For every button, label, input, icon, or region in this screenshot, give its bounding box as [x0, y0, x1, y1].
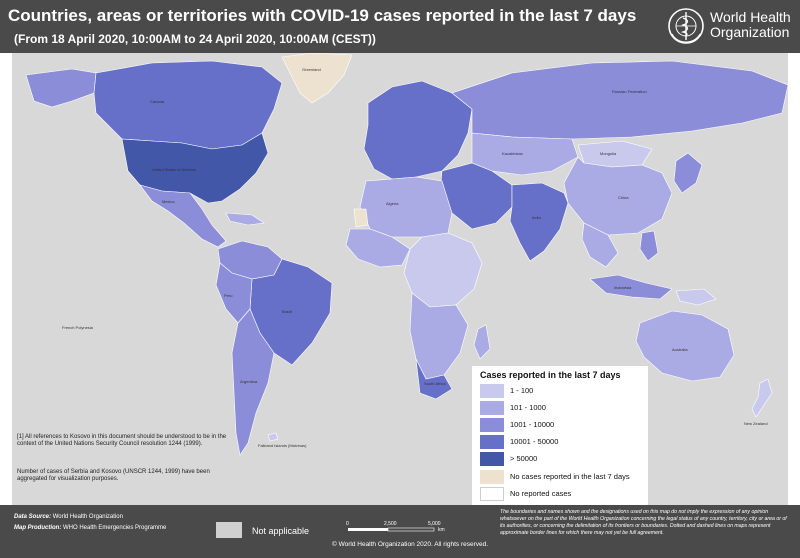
alaska-region	[25, 68, 97, 108]
label-canada: Canada	[150, 99, 165, 104]
europe-region	[363, 80, 473, 180]
label-russia: Russian Federation	[612, 89, 647, 94]
legend-swatch	[480, 418, 504, 432]
copyright-notice: © World Health Organization 2020. All ri…	[332, 541, 489, 548]
data-source-key: Data Source:	[14, 514, 52, 520]
legend-title: Cases reported in the last 7 days	[480, 370, 621, 380]
mexico-region	[139, 184, 227, 248]
map-subtitle: (From 18 April 2020, 10:00AM to 24 April…	[14, 32, 376, 46]
central-asia-region	[471, 132, 579, 176]
russia-region	[451, 60, 788, 140]
legend-label: 1001 - 10000	[510, 420, 555, 429]
legend-item-1-100: 1 - 100	[480, 384, 646, 398]
footer-bar: Data Source: World Health Organization M…	[0, 505, 800, 558]
philippines-region	[639, 230, 659, 262]
label-china: China	[618, 195, 629, 200]
legend-label: 101 - 1000	[510, 403, 546, 412]
central-africa-region	[403, 232, 483, 308]
legend-label: 10001 - 50000	[510, 437, 559, 446]
canada-region	[93, 60, 283, 150]
serbia-note: Number of cases of Serbia and Kosovo (UN…	[17, 469, 210, 482]
who-emblem-icon	[668, 8, 704, 44]
greenland-region	[281, 53, 353, 104]
not-applicable-label: Not applicable	[252, 526, 310, 536]
header-bar: Countries, areas or territories with COV…	[0, 0, 800, 53]
legend-label: 1 - 100	[510, 386, 534, 395]
label-mexico: Mexico	[162, 199, 175, 204]
org-name-line2: Organization	[710, 24, 790, 40]
southern-africa-region	[409, 292, 469, 380]
not-applicable-swatch	[216, 522, 242, 538]
label-south-africa: South Africa	[424, 381, 446, 386]
legend-item-10001-50000: 10001 - 50000	[480, 435, 646, 449]
legend-label: No cases reported in the last 7 days	[510, 472, 630, 481]
west-africa-region	[345, 228, 411, 268]
legend-item-no-reported-cases: No reported cases	[480, 487, 646, 501]
southern-cone-region	[231, 308, 275, 456]
label-australia: Australia	[672, 347, 688, 352]
legend-item-1001-10000: 1001 - 10000	[480, 418, 646, 432]
label-india: India	[532, 215, 541, 220]
scale-unit: km	[438, 527, 445, 533]
map-production: Map Production: WHO Health Emergencies P…	[14, 525, 166, 531]
label-french-polynesia: French Polynesia	[62, 325, 94, 330]
label-indonesia: Indonesia	[614, 285, 632, 290]
caribbean-region	[225, 212, 265, 226]
southeast-asia-region	[581, 222, 619, 268]
western-sahara-region	[353, 208, 369, 228]
north-africa-region	[359, 176, 453, 238]
scale-label-1: 2,500	[384, 521, 397, 527]
scale-label-2: 5,000	[428, 521, 441, 527]
kosovo-note: [1] All references to Kosovo in this doc…	[17, 434, 227, 447]
indonesia-region	[589, 274, 673, 300]
south-africa-region	[415, 358, 453, 400]
australia-region	[635, 310, 735, 382]
japan-region	[673, 152, 703, 194]
label-kazakhstan: Kazakhstan	[502, 151, 523, 156]
map-legend: Cases reported in the last 7 days 1 - 10…	[472, 366, 648, 506]
legend-swatch	[480, 401, 504, 415]
scale-bar: 0 2,500 5,000 km	[346, 521, 445, 533]
disclaimer-text: The boundaries and names shown and the d…	[500, 509, 787, 536]
papua-region	[675, 288, 717, 306]
data-source-value: World Health Organization	[52, 514, 123, 520]
legend-swatch	[480, 470, 504, 484]
legend-item-101-1000: 101 - 1000	[480, 401, 646, 415]
label-new-zealand: New Zealand	[744, 421, 768, 426]
label-algeria: Algeria	[386, 201, 399, 206]
legend-item-no-recent-cases: No cases reported in the last 7 days	[480, 470, 646, 484]
legend-label: > 50000	[510, 454, 538, 463]
india-region	[509, 182, 569, 262]
map-title: Countries, areas or territories with COV…	[8, 6, 637, 25]
org-name-line1: World Health	[710, 9, 791, 25]
legend-swatch	[480, 487, 504, 501]
map-production-key: Map Production:	[14, 525, 62, 531]
new-zealand-region	[751, 378, 773, 418]
label-mongolia: Mongolia	[600, 151, 617, 156]
world-map-svg: United States of America Canada Brazil R…	[25, 53, 788, 456]
scale-label-0: 0	[346, 521, 349, 527]
label-brazil: Brazil	[282, 309, 292, 314]
legend-swatch	[480, 384, 504, 398]
label-usa: United States of America	[152, 167, 197, 172]
organization-name: World Health Organization	[710, 10, 800, 40]
label-falkland: Falkland Islands (Malvinas)	[258, 443, 307, 448]
data-source: Data Source: World Health Organization	[14, 514, 123, 520]
legend-swatch	[480, 435, 504, 449]
legend-label: No reported cases	[510, 489, 572, 498]
falkland-region	[267, 432, 279, 442]
label-greenland: Greenland	[302, 67, 321, 72]
madagascar-region	[473, 324, 491, 360]
map-production-value: WHO Health Emergencies Programme	[63, 525, 167, 531]
label-argentina: Argentina	[240, 379, 258, 384]
world-map: United States of America Canada Brazil R…	[12, 53, 788, 505]
legend-swatch	[480, 452, 504, 466]
legend-item-over-50000: > 50000	[480, 452, 646, 466]
label-peru: Peru	[224, 293, 232, 298]
